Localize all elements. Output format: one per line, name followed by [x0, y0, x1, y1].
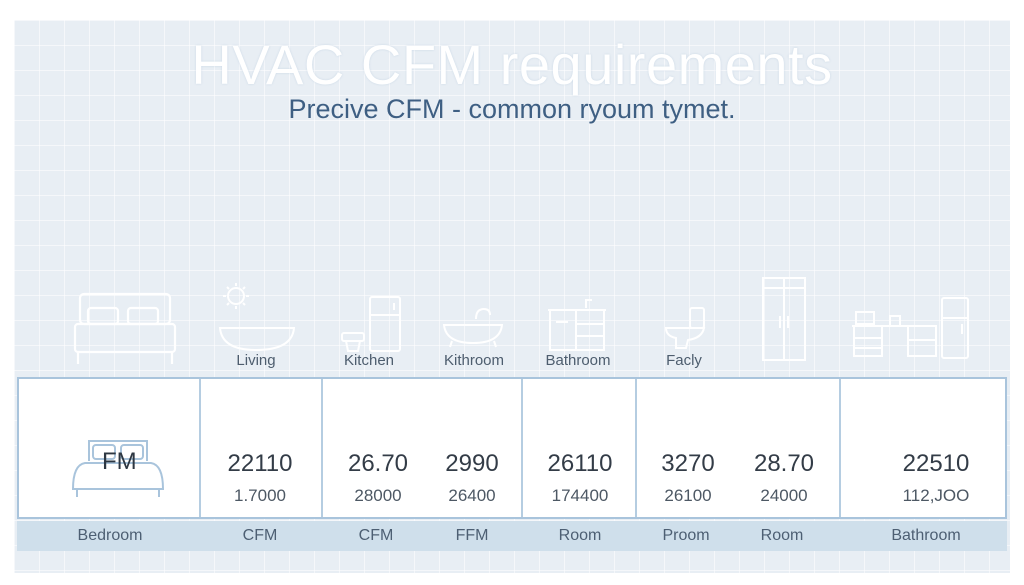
cell-value-big: 3270 [661, 450, 715, 477]
cell-value-big: 26110 [547, 450, 613, 477]
icon-label-bathroom: Bathroom [545, 352, 611, 369]
bedroom-cell-text: FM [102, 448, 137, 475]
cfm-table [17, 377, 1007, 519]
bed-icon [72, 290, 178, 366]
footer-label: Bathroom [891, 527, 961, 544]
cell-value-small: 26400 [448, 486, 496, 505]
sun-tub-icon [216, 282, 298, 352]
cell-value-big: 22110 [227, 450, 293, 477]
page-subtitle: Precive CFM - common ryoum tymet. [288, 94, 736, 124]
cell-value-small: 28000 [354, 486, 402, 505]
icon-label-living: Living [236, 352, 276, 369]
infographic-panel: HVAC CFM requirements Precive CFM - comm… [14, 20, 1010, 573]
footer-band [17, 521, 1007, 551]
footer-label: Room [760, 527, 804, 544]
icon-label-kitchen: Kitchen [343, 352, 395, 369]
footer-label: CFM [242, 527, 278, 544]
footer-label: Bedroom [77, 527, 143, 544]
shower-door-icon [760, 276, 808, 362]
table-col-1 [201, 379, 323, 517]
table-col-2 [323, 379, 523, 517]
vanity-sink-icon [546, 296, 608, 352]
toilet-icon [664, 306, 708, 350]
footer-label: CFM [358, 527, 394, 544]
page-title: HVAC CFM requirements [191, 33, 833, 96]
cell-value-big: 2990 [445, 450, 499, 477]
footer-label: FFM [455, 527, 489, 544]
cell-value-small: 26100 [664, 486, 712, 505]
cell-value-small: 112,ЈОО [902, 486, 970, 505]
bed-outline-icon [71, 440, 165, 497]
cell-value-small: 24000 [760, 486, 808, 505]
table-col-4 [637, 379, 841, 517]
cell-value-big: 28.70 [753, 450, 815, 477]
cell-value-small: 1.7000 [234, 486, 286, 505]
icon-label-kithroom: Kithroom [443, 352, 505, 369]
toilet-fridge-icon [340, 295, 410, 353]
table-col-3 [523, 379, 637, 517]
cell-value-big: 26.70 [347, 450, 409, 477]
table-col-bedroom [19, 379, 201, 517]
footer-label: Room [558, 527, 602, 544]
bathtub-icon [442, 305, 504, 349]
footer-label: Proom [662, 527, 710, 544]
icon-label-facly: Facly [666, 352, 702, 369]
cell-value-big: 22510 [902, 450, 970, 477]
office-desk-icon [850, 294, 972, 360]
cell-value-small: 174400 [551, 486, 609, 505]
